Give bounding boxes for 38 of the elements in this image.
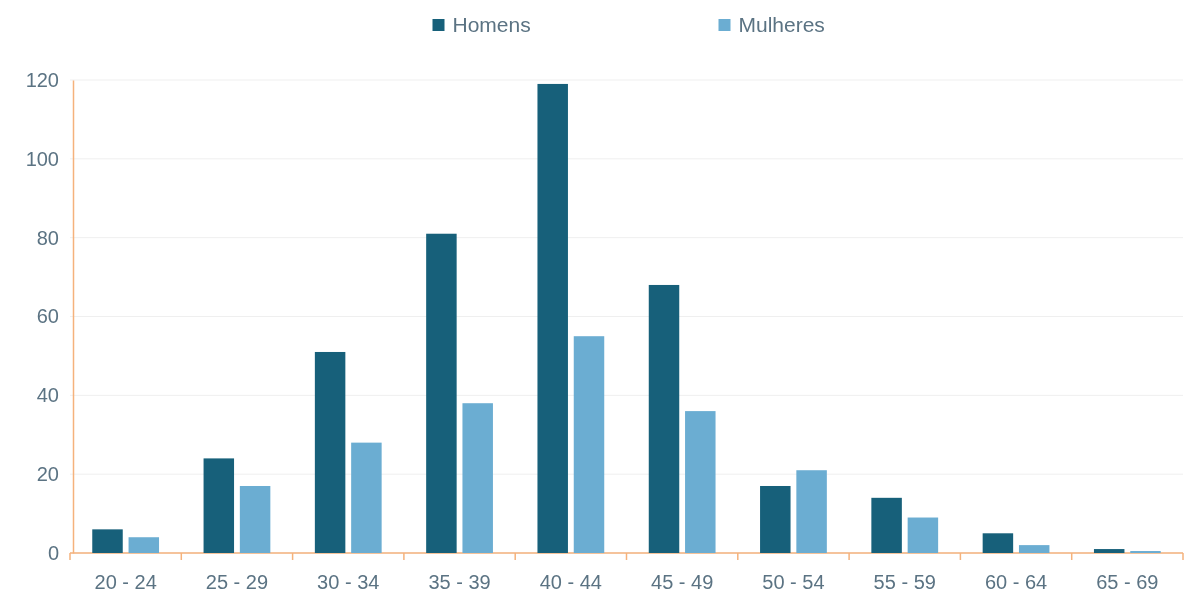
x-tick-label: 50 - 54 — [762, 571, 825, 593]
x-tick-label: 60 - 64 — [984, 571, 1048, 593]
bar — [648, 284, 680, 553]
bar — [537, 83, 568, 553]
bar — [203, 458, 235, 553]
y-tick-label: 100 — [25, 147, 59, 170]
bar — [426, 233, 457, 553]
y-tick-label: 0 — [47, 541, 59, 564]
x-tick-label: 35 - 39 — [428, 571, 491, 593]
y-tick-label: 120 — [25, 68, 59, 91]
bar — [1093, 549, 1125, 553]
bar — [1018, 545, 1050, 553]
x-tick-label: 45 - 49 — [651, 571, 714, 593]
bar — [760, 485, 791, 553]
y-tick-label: 80 — [36, 226, 59, 249]
bar — [92, 529, 123, 553]
bar — [796, 470, 827, 553]
legend-label: Mulheres — [738, 13, 825, 36]
legend-label: Homens — [452, 13, 531, 36]
bar — [462, 403, 493, 553]
bar — [573, 336, 605, 553]
bar — [871, 497, 902, 553]
x-tick-label: 25 - 29 — [205, 571, 269, 593]
bar — [314, 351, 346, 553]
bar — [351, 442, 382, 553]
bar — [982, 533, 1014, 553]
x-tick-label: 40 - 44 — [539, 571, 602, 593]
bar — [907, 517, 939, 553]
x-tick-label: 55 - 59 — [873, 571, 936, 593]
bar — [685, 411, 716, 553]
y-tick-label: 60 — [36, 305, 59, 328]
y-tick-label: 40 — [36, 384, 59, 407]
x-tick-label: 65 - 69 — [1096, 571, 1159, 593]
bar — [239, 485, 271, 553]
x-tick-label: 20 - 24 — [94, 571, 157, 593]
y-tick-label: 20 — [36, 463, 59, 486]
x-tick-label: 30 - 34 — [317, 571, 380, 593]
bar — [128, 537, 160, 553]
